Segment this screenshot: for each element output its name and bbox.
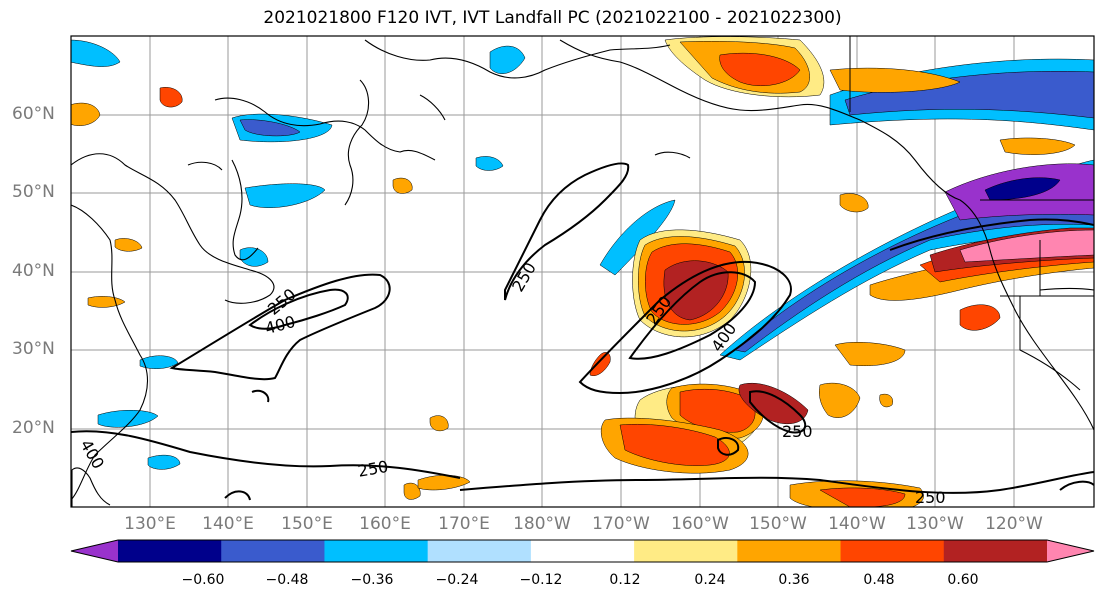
colorbar-bin	[427, 540, 532, 562]
colorbar-bin	[118, 540, 222, 562]
lon-label: 120°W	[985, 514, 1043, 534]
colorbar-tick: 0.36	[778, 572, 810, 588]
colorbar-bin	[221, 540, 325, 562]
negative-ivt-shading	[71, 39, 1094, 470]
colorbar-bin	[634, 540, 738, 562]
colorbar-bin	[324, 540, 429, 562]
colorbar-tick: −0.48	[265, 572, 309, 588]
colorbar-extend-max	[1047, 540, 1094, 562]
colorbar-tick: −0.36	[350, 572, 394, 588]
lon-label: 130°E	[124, 514, 176, 534]
lon-label: 150°E	[281, 514, 333, 534]
colorbar	[70, 539, 1095, 563]
lon-label: 130°W	[906, 514, 964, 534]
colorbar-tick: 0.24	[694, 572, 726, 588]
colorbar-extend-min	[71, 540, 118, 562]
lon-label: 170°E	[438, 514, 490, 534]
lon-label: 170°W	[592, 514, 650, 534]
lon-label: 150°W	[749, 514, 807, 534]
colorbar-tick: −0.12	[519, 572, 563, 588]
colorbar-bin	[943, 540, 1048, 562]
lon-label: 160°W	[671, 514, 729, 534]
colorbar-tick: 0.12	[609, 572, 641, 588]
colorbar-bin	[530, 540, 635, 562]
colorbar-tick: −0.60	[181, 572, 225, 588]
lon-label: 180°W	[513, 514, 571, 534]
lat-label-50: 50°N	[12, 182, 55, 202]
lon-label: 160°E	[359, 514, 411, 534]
colorbar-outline	[70, 539, 1095, 563]
colorbar-bin	[840, 540, 945, 562]
ivt-contours	[71, 162, 1094, 501]
lat-label-60: 60°N	[12, 104, 55, 124]
lon-label: 140°E	[202, 514, 254, 534]
contour-label: 250	[915, 488, 946, 507]
colorbar-tick: 0.60	[947, 572, 979, 588]
contour-label: 250	[782, 422, 813, 441]
lat-label-20: 20°N	[12, 418, 55, 438]
political-borders	[849, 36, 1094, 391]
colorbar-bin	[737, 540, 842, 562]
lat-label-40: 40°N	[12, 261, 55, 281]
coastlines	[71, 39, 1094, 507]
colorbar-tick: 0.48	[863, 572, 895, 588]
positive-ivt-shading	[71, 36, 1094, 507]
map-frame	[70, 35, 1095, 508]
lat-label-30: 30°N	[12, 339, 55, 359]
colorbar-tick: −0.24	[435, 572, 479, 588]
map-title: 2021021800 F120 IVT, IVT Landfall PC (20…	[263, 8, 842, 28]
lon-label: 140°W	[828, 514, 886, 534]
